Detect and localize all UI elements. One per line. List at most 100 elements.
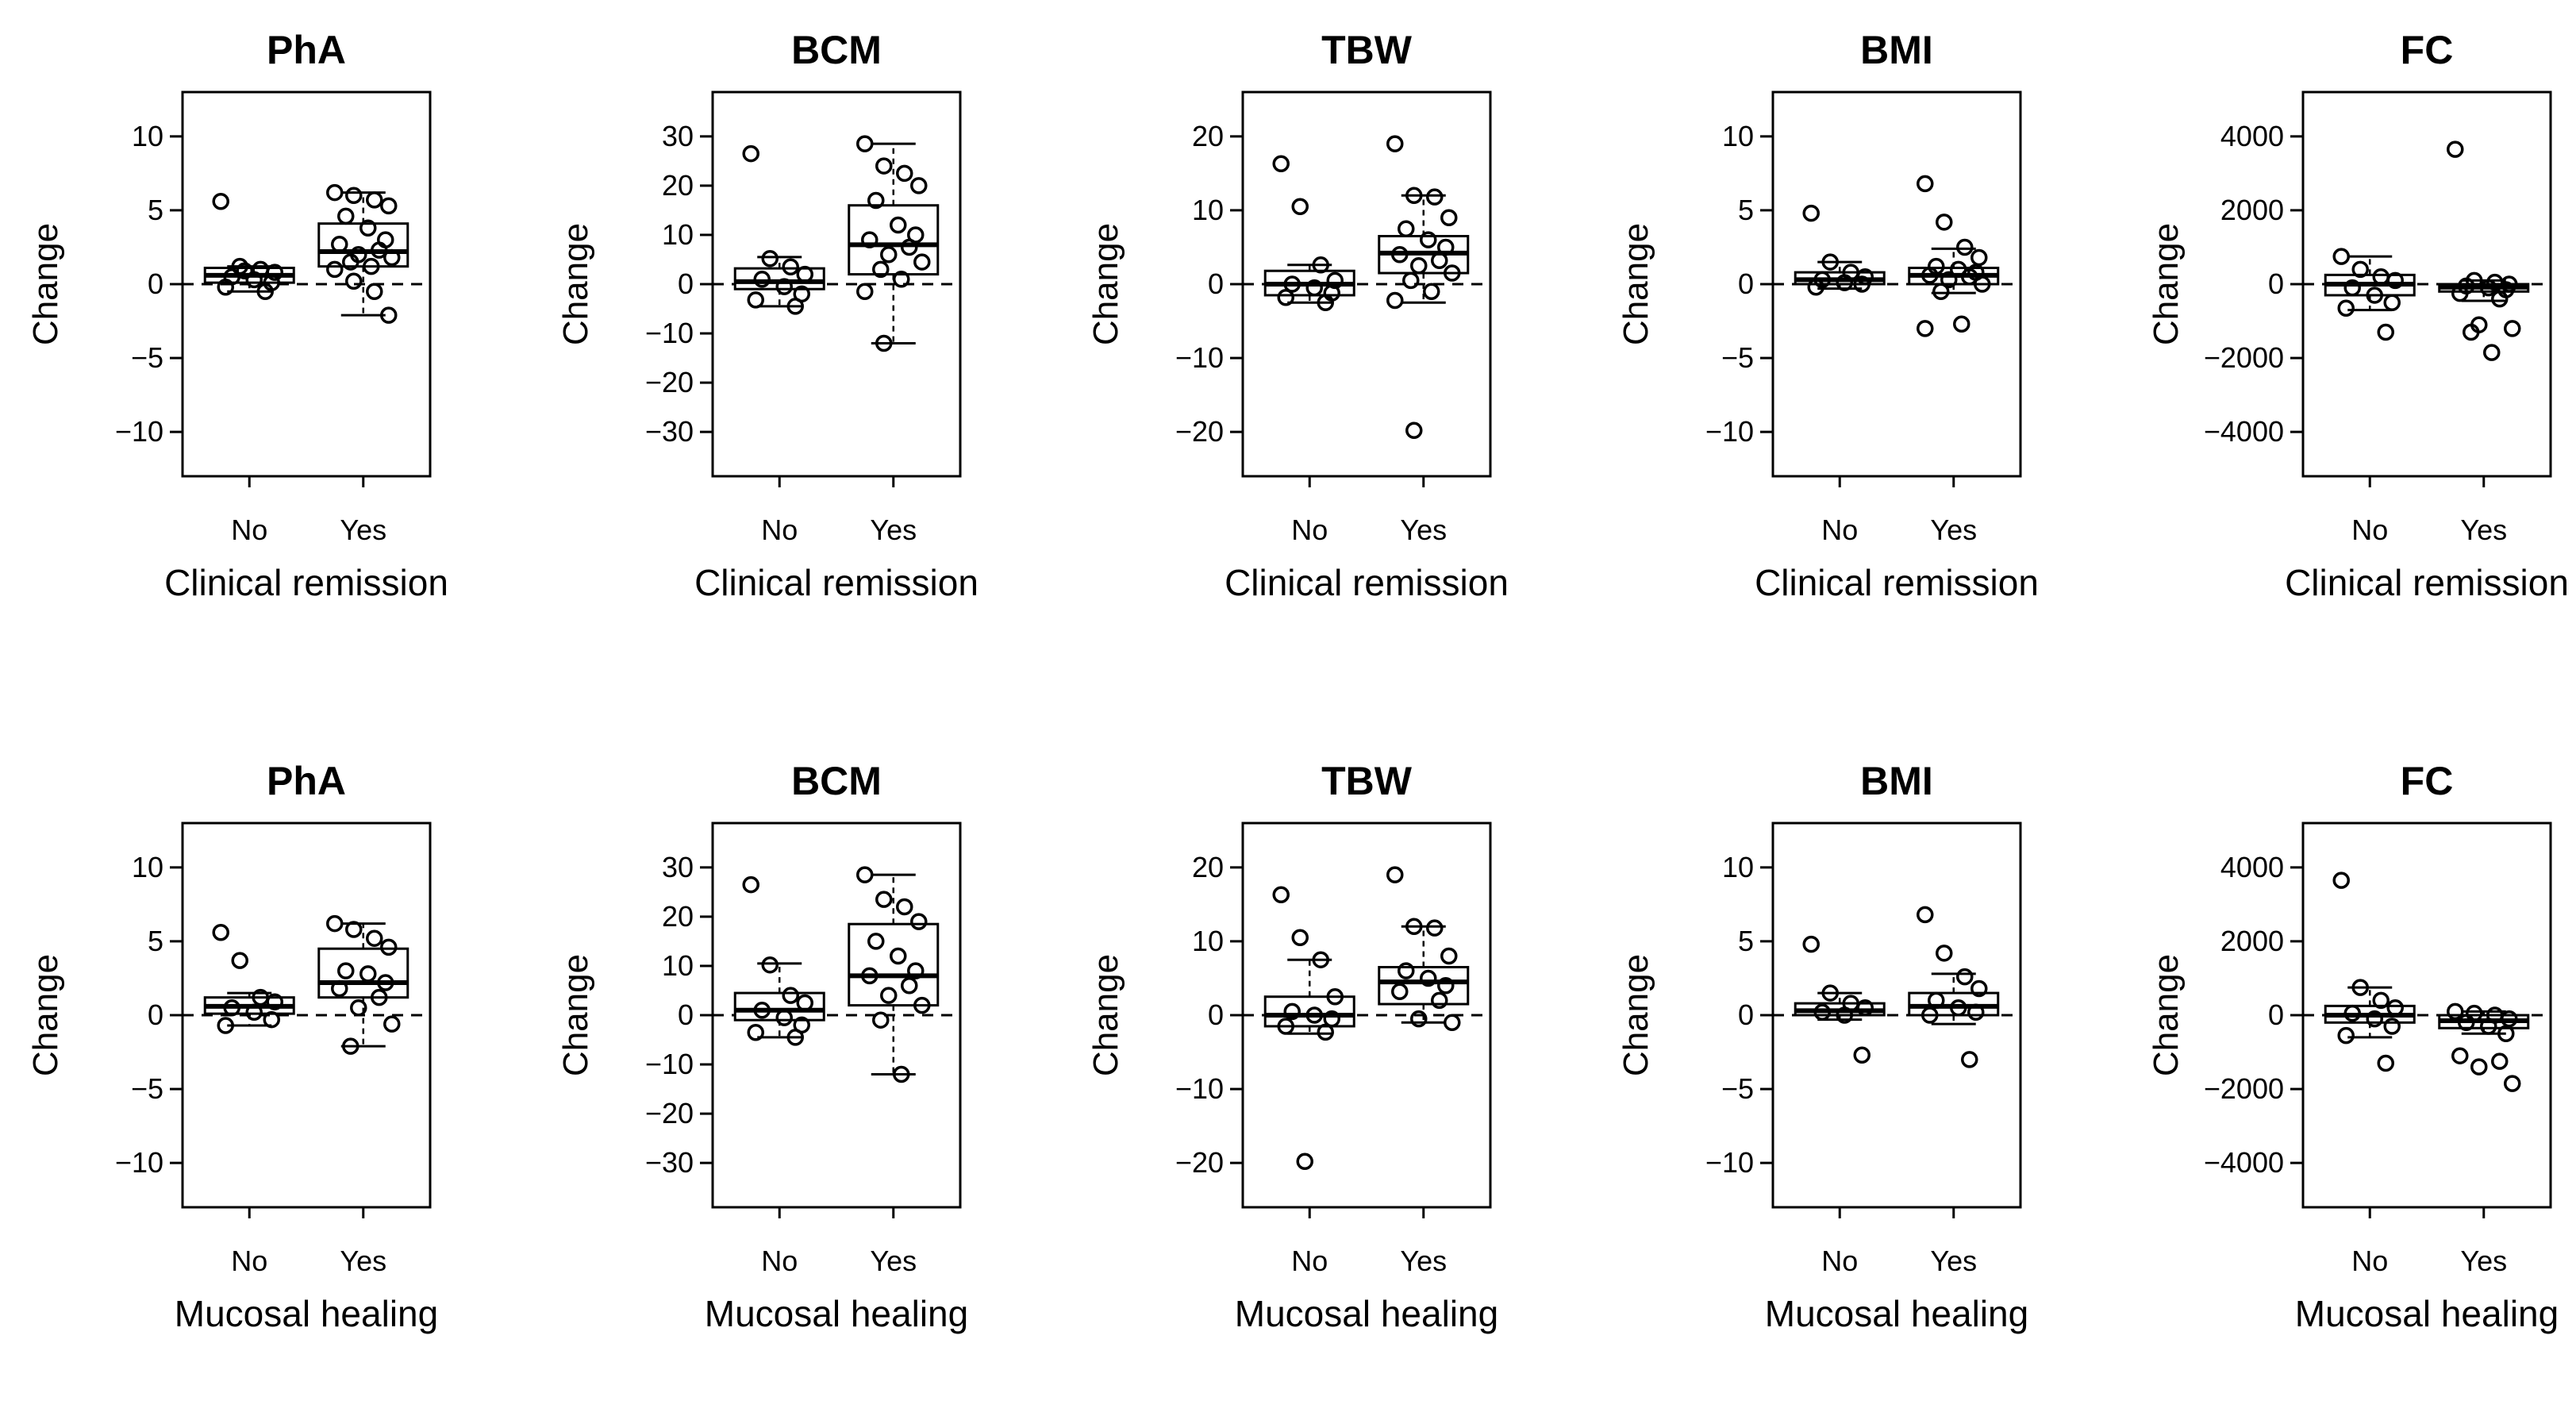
- x-tick-label: No: [761, 514, 798, 546]
- x-tick-label: Yes: [870, 1245, 917, 1277]
- y-tick-label: 10: [132, 851, 163, 883]
- data-point: [383, 248, 401, 267]
- data-point: [867, 933, 885, 950]
- data-point: [1821, 984, 1839, 1002]
- x-tick-label: Yes: [1400, 1245, 1447, 1277]
- data-point: [1950, 999, 1967, 1017]
- panel-tbw-mucosal-healing: TBW −20 −10 0 10 20 Change No Yes Mucosal healing: [1086, 759, 1498, 1334]
- y-tick-label: 10: [1192, 925, 1224, 957]
- data-point: [1410, 1010, 1428, 1028]
- data-point: [796, 994, 813, 1012]
- panel-bcm-clinical-remission: BCM −30 −20 −10 0 10 20 30 Change No Yes Clinical r…: [556, 28, 978, 603]
- x-tick-label: No: [1821, 1245, 1858, 1277]
- data-point: [880, 987, 898, 1004]
- y-tick-label: −20: [645, 366, 694, 398]
- data-point: [742, 144, 759, 163]
- y-tick-label: 10: [1722, 120, 1754, 152]
- data-point: [880, 246, 898, 264]
- box-yes: [848, 922, 940, 1007]
- data-point: [1853, 275, 1870, 293]
- data-point: [1444, 264, 1461, 282]
- data-point: [782, 987, 799, 1004]
- x-axis-label: Mucosal healing: [1765, 1293, 2028, 1334]
- data-point: [1961, 267, 1978, 286]
- x-tick-label: Yes: [2460, 1245, 2507, 1277]
- x-tick-label: Yes: [1930, 1245, 1977, 1277]
- data-point: [2383, 1018, 2401, 1035]
- data-point: [1305, 279, 1323, 297]
- x-axis-label: Clinical remission: [2285, 562, 2569, 603]
- data-point: [1277, 289, 1294, 306]
- data-point: [345, 921, 363, 938]
- data-point: [326, 260, 344, 279]
- data-point: [1917, 906, 1934, 924]
- y-tick-label: −20: [1175, 415, 1224, 448]
- data-point: [1296, 1152, 1313, 1171]
- data-point: [2366, 1010, 2383, 1028]
- y-tick-label: −5: [131, 341, 163, 374]
- y-axis-label: Change: [556, 223, 595, 345]
- y-axis-label: Change: [2147, 954, 2186, 1076]
- y-tick-label: 0: [148, 267, 163, 300]
- x-tick-label: Yes: [1400, 514, 1447, 546]
- y-tick-label: 4000: [2220, 851, 2284, 883]
- data-point: [2372, 991, 2390, 1010]
- data-point: [2504, 1075, 2521, 1092]
- data-point: [326, 914, 344, 933]
- data-point: [1956, 968, 1974, 986]
- y-tick-label: 2000: [2220, 925, 2284, 957]
- y-tick-label: 5: [1738, 194, 1754, 226]
- data-point: [1426, 188, 1444, 206]
- data-point: [337, 207, 355, 225]
- data-point: [1410, 256, 1428, 275]
- panel-bmi-clinical-remission: BMI −10 −5 0 5 10 Change No Yes Clinical remissio…: [1617, 28, 2039, 603]
- data-point: [366, 929, 383, 947]
- data-point: [786, 1029, 804, 1046]
- y-tick-label: −10: [645, 1048, 694, 1080]
- y-tick-label: 10: [662, 949, 694, 982]
- data-point: [1391, 983, 1409, 1000]
- x-tick-label: Yes: [340, 1245, 386, 1277]
- data-point: [1426, 919, 1444, 937]
- panel-title: TBW: [1321, 28, 1413, 72]
- y-tick-label: 0: [1208, 999, 1224, 1031]
- x-tick-label: Yes: [340, 514, 386, 546]
- data-point: [1405, 421, 1423, 440]
- x-tick-label: No: [231, 514, 267, 546]
- data-point: [363, 257, 380, 275]
- data-point: [231, 952, 248, 969]
- data-point: [1836, 274, 1853, 291]
- y-tick-label: 2000: [2220, 194, 2284, 226]
- data-point: [861, 231, 879, 248]
- data-point: [747, 291, 764, 309]
- data-point: [1444, 1014, 1461, 1032]
- y-tick-label: 10: [1722, 851, 1754, 883]
- y-tick-label: 0: [1738, 267, 1754, 300]
- x-axis-label: Clinical remission: [1225, 562, 1509, 603]
- panel-title: PhA: [267, 28, 346, 72]
- data-point: [1272, 886, 1290, 904]
- data-point: [1940, 271, 1958, 289]
- data-point: [1272, 155, 1290, 173]
- data-point: [231, 257, 248, 275]
- y-tick-label: −20: [645, 1097, 694, 1129]
- data-point: [2483, 344, 2501, 361]
- panel-title: BCM: [791, 759, 882, 803]
- y-tick-label: 0: [678, 267, 694, 300]
- panel-title: FC: [2401, 28, 2454, 72]
- data-point: [856, 135, 874, 152]
- data-point: [2343, 1004, 2361, 1022]
- data-point: [212, 924, 229, 941]
- data-point: [1932, 283, 1950, 301]
- data-point: [1405, 187, 1423, 205]
- data-point: [890, 947, 907, 965]
- data-point: [1405, 918, 1423, 936]
- x-axis-label: Mucosal healing: [705, 1293, 968, 1334]
- panel-bmi-mucosal-healing: BMI −10 −5 0 5 10 Change No Yes Mucosal healing: [1617, 759, 2028, 1334]
- data-point: [245, 1003, 263, 1022]
- y-tick-label: −30: [645, 415, 694, 448]
- data-point: [380, 197, 398, 215]
- data-point: [753, 1002, 771, 1019]
- data-point: [913, 996, 931, 1014]
- data-point: [896, 898, 913, 916]
